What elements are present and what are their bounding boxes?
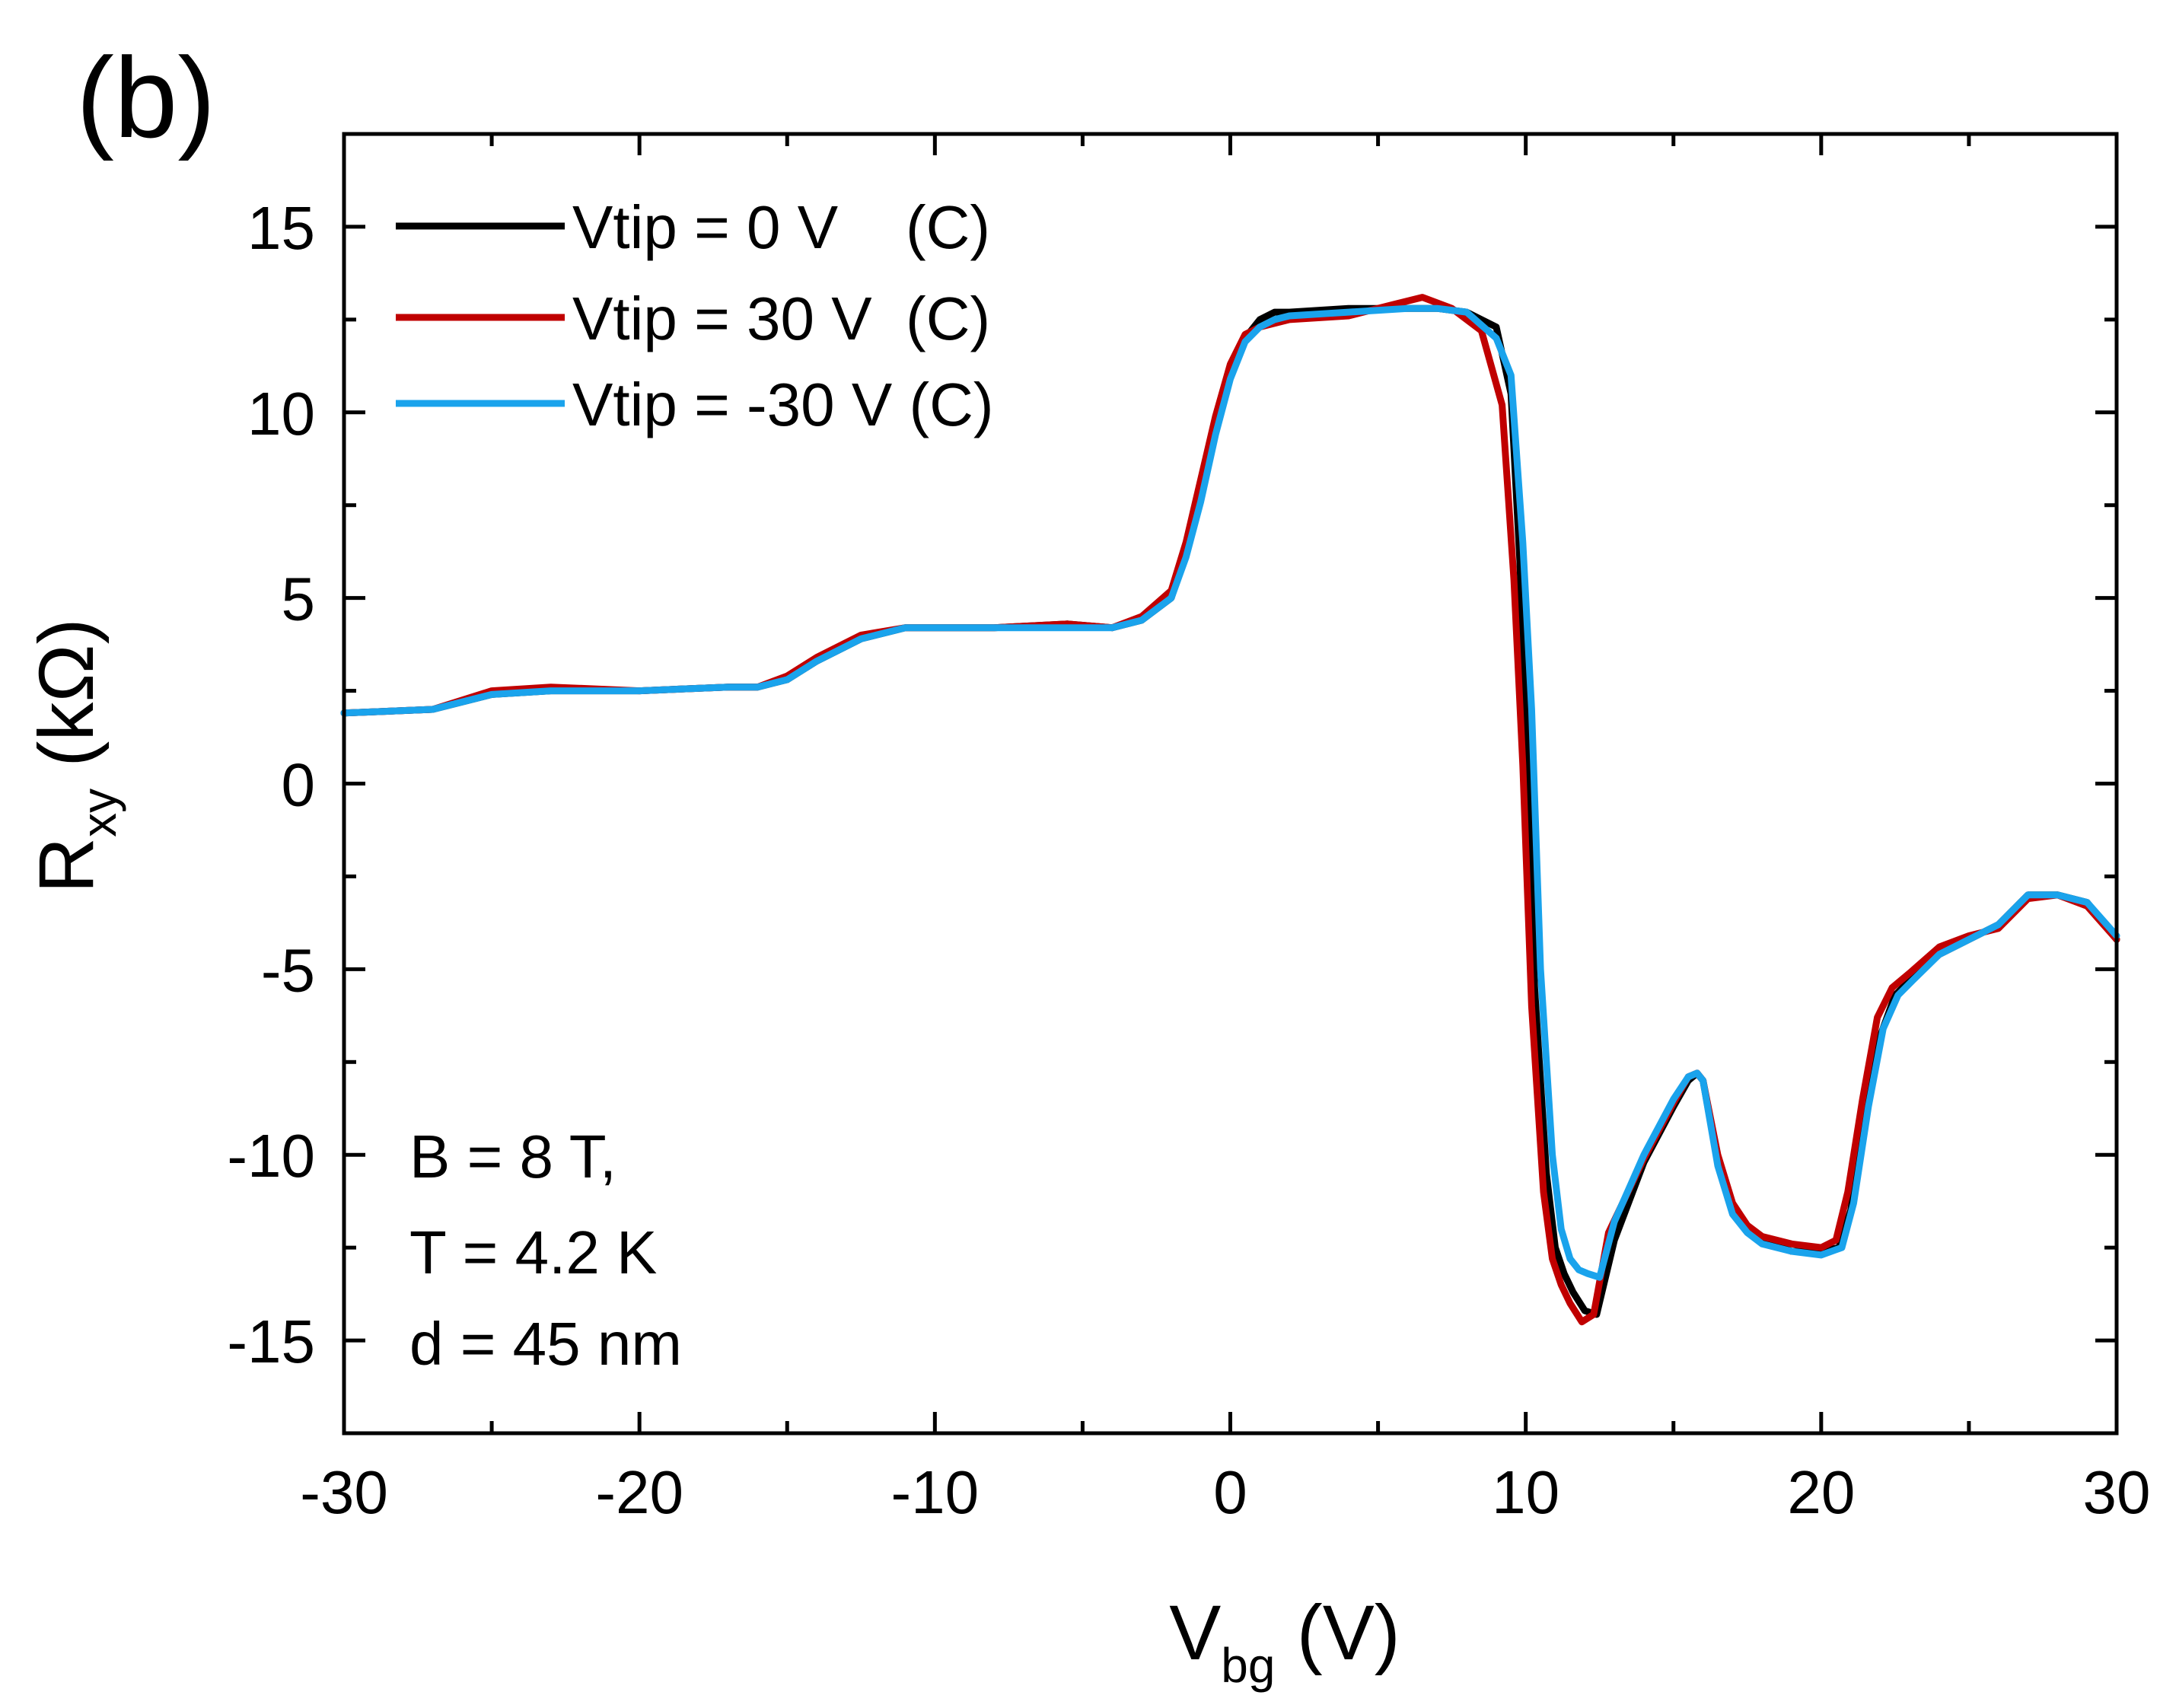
x-axis-title-main: V	[1169, 1589, 1221, 1676]
y-tick-label: 15	[247, 194, 315, 262]
y-tick-label: -5	[261, 936, 315, 1004]
series-line-2	[340, 304, 2120, 1281]
y-axis-title-sub: xy	[72, 789, 126, 837]
series-layer	[340, 294, 2120, 1326]
annotation-field: B = 8 T,	[409, 1123, 616, 1190]
x-axis-title: Vbg (V)	[1169, 1589, 1400, 1693]
x-tick-label: -30	[300, 1458, 388, 1526]
tick-labels-layer: -30 -20 -10 0 10 20 30 -15 -10 -5 0 5 10 15	[227, 194, 2150, 1526]
y-axis-title: Rxy (kΩ)	[23, 618, 126, 893]
x-tick-label: 0	[1213, 1458, 1247, 1526]
y-axis-title-unit: (kΩ)	[23, 618, 110, 789]
x-tick-label: -20	[595, 1458, 683, 1526]
y-axis-title-main: R	[23, 837, 110, 894]
x-axis-title-sub: bg	[1221, 1638, 1275, 1693]
panel-label: (b)	[76, 33, 215, 161]
y-tick-label: -15	[227, 1308, 315, 1375]
y-tick-label: 0	[282, 751, 316, 819]
annotation-block: B = 8 T, T = 4.2 K d = 45 nm	[409, 1123, 682, 1378]
x-tick-label: 30	[2083, 1458, 2151, 1526]
plot-frame	[342, 132, 2119, 1436]
legend-label-0: Vtip = 0 V (C)	[572, 193, 990, 261]
x-tick-label: 20	[1787, 1458, 1855, 1526]
legend-label-2: Vtip = -30 V (C)	[572, 371, 994, 438]
x-tick-label: 10	[1492, 1458, 1559, 1526]
x-tick-label: -10	[891, 1458, 980, 1526]
legend-label-1: Vtip = 30 V (C)	[572, 285, 990, 352]
x-axis-title-unit: (V)	[1275, 1589, 1400, 1676]
ticks-layer	[342, 132, 2119, 1436]
legend: Vtip = 0 V (C) Vtip = 30 V (C) Vtip = -3…	[396, 193, 994, 438]
annotation-thickness: d = 45 nm	[409, 1310, 682, 1378]
annotation-temperature: T = 4.2 K	[409, 1219, 657, 1286]
y-tick-label: -10	[227, 1122, 315, 1190]
y-tick-label: 10	[247, 380, 315, 448]
y-tick-label: 5	[282, 566, 316, 633]
